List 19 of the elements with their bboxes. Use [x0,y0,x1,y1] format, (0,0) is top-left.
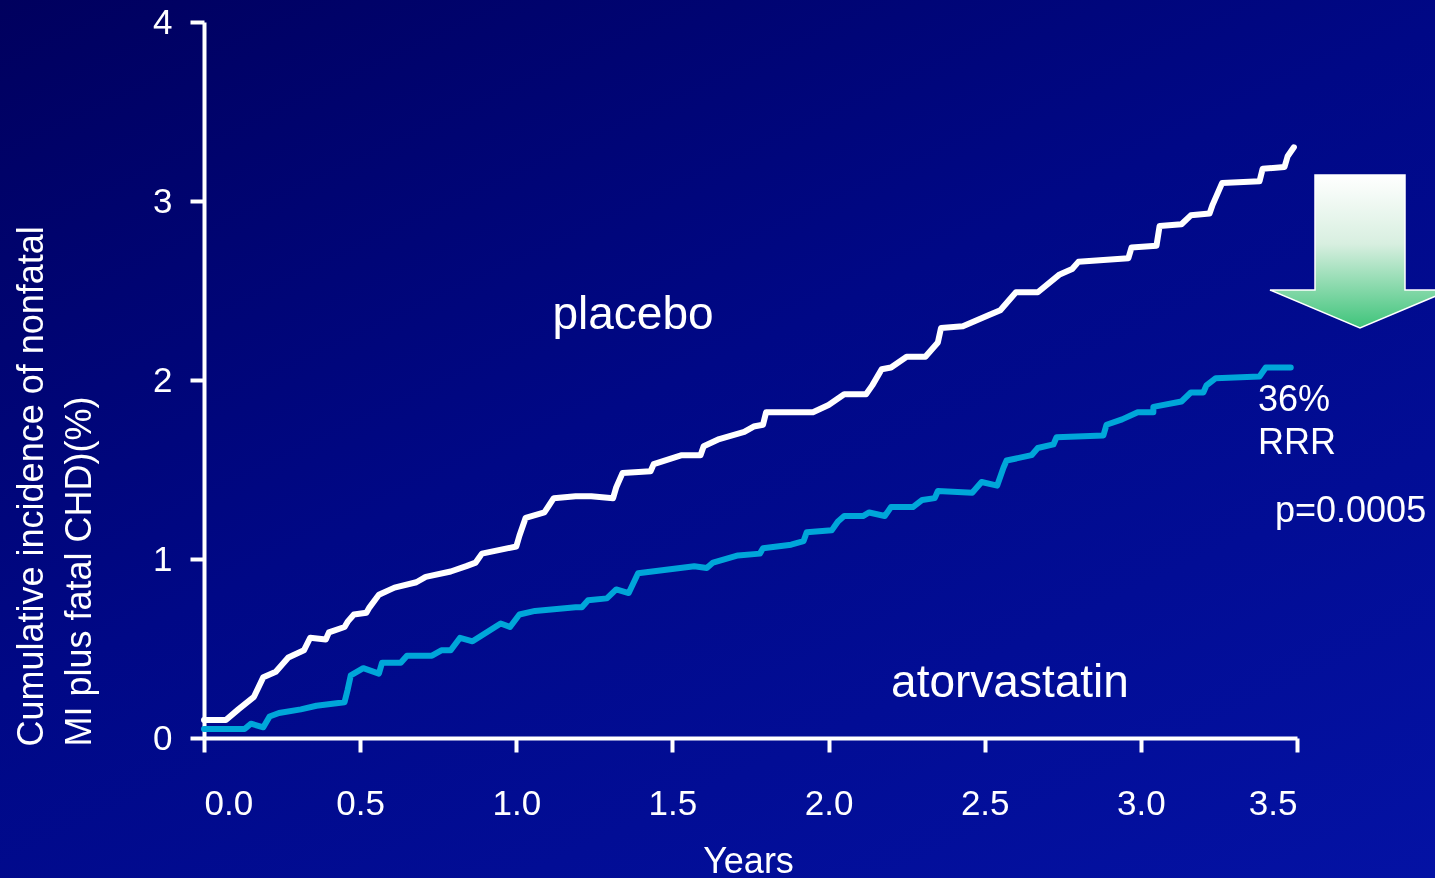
x-tick-label: 0.5 [336,782,385,822]
x-axis-title: Years [703,839,794,878]
y-tick-label: 2 [153,359,173,399]
y-tick-label: 0 [153,717,173,757]
x-tick-label: 0.0 [204,782,254,822]
x-tick-label: 2.0 [804,782,854,822]
x-tick-label: 2.5 [960,782,1010,822]
y-tick-label: 4 [153,1,173,41]
x-tick-label: 1.0 [492,782,542,822]
x-tick-label: 1.5 [648,782,698,822]
y-tick-label: 3 [153,180,173,220]
y-axis-title: Cumulative incidence of nonfatal MI plus fatal CHD)(%) [9,226,99,747]
x-tick-label: 3.5 [1248,782,1298,822]
y-tick-label: 1 [153,538,173,578]
annotation: 36% RRR [1258,378,1336,462]
series-label: placebo [552,286,714,339]
x-tick-label: 3.0 [1117,782,1166,822]
text: atorvastatin [891,654,1129,707]
annotation: p=0.0005 [1275,489,1427,530]
